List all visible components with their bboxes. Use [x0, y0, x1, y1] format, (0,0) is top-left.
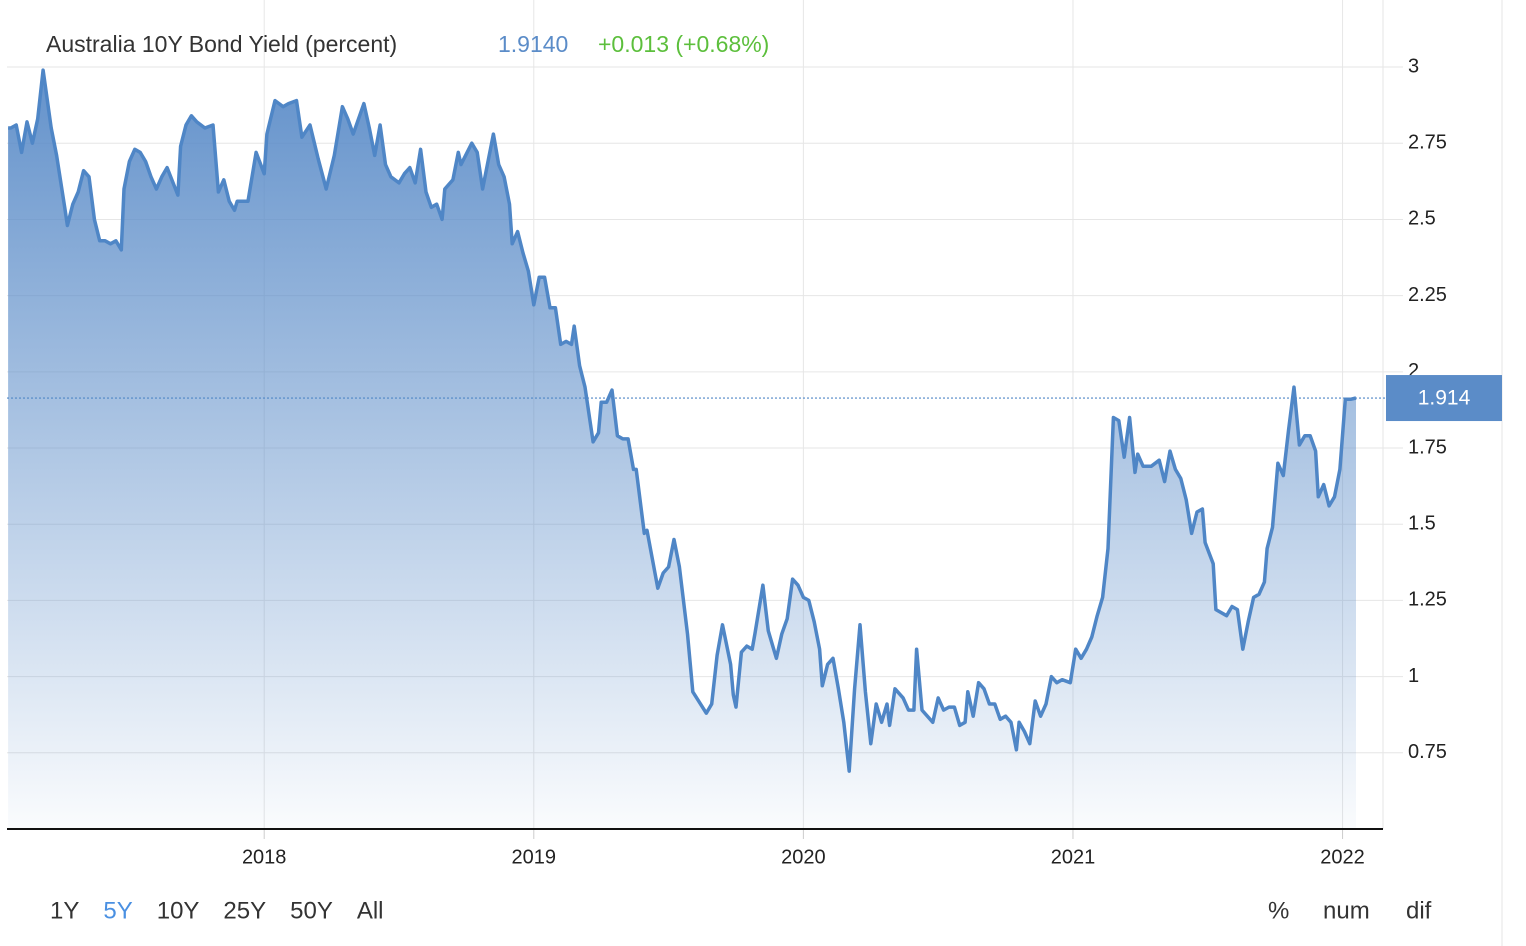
change: +0.013 (+0.68%) — [598, 31, 769, 57]
x-tick-label: 2018 — [242, 846, 287, 868]
mode-button[interactable]: num — [1323, 897, 1370, 924]
y-tick-label: 2.25 — [1408, 284, 1447, 306]
range-button[interactable]: 50Y — [290, 897, 333, 924]
x-tick-label: 2022 — [1320, 846, 1365, 868]
y-tick-label: 1.25 — [1408, 589, 1447, 611]
x-tick-label: 2021 — [1051, 846, 1096, 868]
price: 1.9140 — [498, 31, 568, 57]
range-button[interactable]: 25Y — [223, 897, 266, 924]
current-label: 1.914 — [1418, 387, 1471, 410]
line — [8, 68, 1357, 773]
y-tick-label: 2 — [1408, 360, 1419, 382]
y-tick-label: 2.75 — [1408, 132, 1447, 154]
range-button[interactable]: 10Y — [157, 897, 200, 924]
y-tick-label: 3 — [1408, 55, 1419, 77]
area-fill — [8, 70, 1357, 830]
y-tick-label: 1 — [1408, 665, 1419, 687]
y-tick-label: 1.5 — [1408, 513, 1436, 535]
mode-button[interactable]: dif — [1406, 897, 1432, 924]
x-tick-label: 2020 — [781, 846, 826, 868]
mode-button[interactable]: % — [1268, 897, 1289, 924]
chart-title: Australia 10Y Bond Yield (percent) — [46, 31, 397, 57]
y-tick-label: 2.5 — [1408, 208, 1436, 230]
range-button[interactable]: All — [357, 897, 384, 924]
y-tick-label: 1.75 — [1408, 436, 1447, 458]
range-button[interactable]: 5Y — [103, 897, 132, 924]
range-button[interactable]: 1Y — [50, 897, 79, 924]
x-tick-label: 2019 — [512, 846, 557, 868]
y-tick-label: 0.75 — [1408, 741, 1447, 763]
current-badge — [1386, 375, 1502, 422]
